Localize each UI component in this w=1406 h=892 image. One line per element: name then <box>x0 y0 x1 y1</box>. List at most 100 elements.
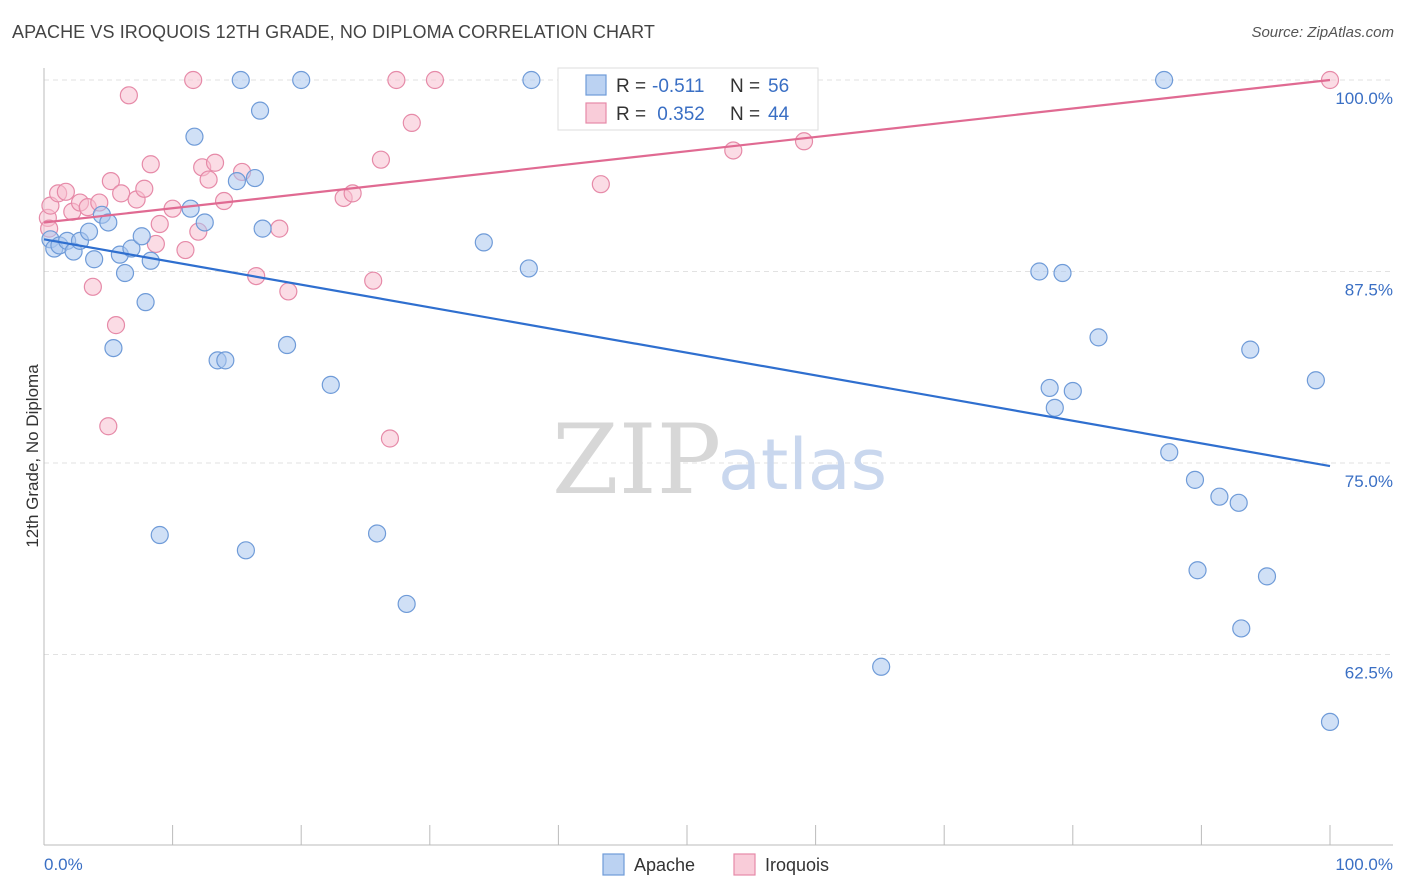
apache-point-13 <box>122 239 141 258</box>
legend-apache-swatch <box>585 74 607 96</box>
y-tick-label-2: 75.0% <box>1345 472 1393 491</box>
apache-point-41 <box>1045 398 1064 417</box>
axes <box>43 68 1393 846</box>
iroquois-point-18 <box>146 234 165 254</box>
y-tick-labels: 100.0% 87.5% 75.0% 62.5% <box>1335 89 1393 683</box>
apache-point-35 <box>519 259 538 278</box>
iroquois-point-14 <box>119 86 138 105</box>
apache-point-53 <box>1257 567 1277 586</box>
chart-title: APACHE VS IROQUOIS 12TH GRADE, NO DIPLOM… <box>12 22 656 42</box>
apache-points <box>41 70 1340 732</box>
apache-point-54 <box>1306 371 1325 390</box>
iroquois-point-37 <box>387 70 406 90</box>
bottom-legend-iroquois-label[interactable]: Iroquois <box>765 855 829 875</box>
legend-iroquois-swatch <box>585 102 607 124</box>
bottom-legend-iroquois-swatch[interactable] <box>733 853 756 876</box>
legend-apache-n-label: N = <box>730 76 760 97</box>
apache-trend-line <box>43 238 1331 468</box>
y-axis-label: 12th Grade, No Diploma <box>23 364 42 548</box>
apache-point-39 <box>1030 262 1049 281</box>
apache-point-47 <box>1185 470 1205 489</box>
apache-point-22 <box>216 351 235 370</box>
apache-point-43 <box>1063 381 1082 401</box>
apache-point-44 <box>1089 328 1108 347</box>
apache-point-33 <box>397 594 416 614</box>
iroquois-point-16 <box>135 179 154 198</box>
y-tick-label-0: 100.0% <box>1335 89 1393 108</box>
apache-point-52 <box>1241 340 1260 359</box>
iroquois-point-12 <box>106 316 126 335</box>
iroquois-point-36 <box>380 429 400 448</box>
apache-point-49 <box>1210 487 1229 506</box>
apache-point-15 <box>136 293 155 312</box>
apache-point-27 <box>250 101 270 120</box>
x-tick-label-left: 0.0% <box>44 855 83 874</box>
iroquois-points <box>38 70 1340 448</box>
y-tick-label-3: 62.5% <box>1345 664 1393 683</box>
apache-point-42 <box>1053 263 1072 283</box>
top-legend: R = -0.511 N = 56 R = 0.352 N = 44 <box>557 67 819 131</box>
iroquois-point-25 <box>199 170 218 189</box>
iroquois-point-8 <box>83 277 102 296</box>
apache-point-32 <box>367 524 387 543</box>
iroquois-point-22 <box>184 70 203 90</box>
iroquois-point-17 <box>141 155 160 174</box>
apache-point-17 <box>150 525 169 545</box>
legend-iroquois-n-label: N = <box>730 104 760 125</box>
iroquois-point-39 <box>425 70 445 90</box>
iroquois-point-40 <box>591 175 610 194</box>
apache-point-55 <box>1320 712 1340 732</box>
apache-point-38 <box>872 657 891 676</box>
apache-point-7 <box>85 250 104 269</box>
watermark-zip: ZIP <box>552 404 721 516</box>
apache-point-25 <box>236 541 256 560</box>
apache-point-24 <box>231 70 250 90</box>
watermark: ZIP atlas <box>552 404 887 516</box>
apache-point-31 <box>321 375 340 394</box>
iroquois-point-30 <box>270 219 289 238</box>
source-label: Source: ZipAtlas.com <box>1251 24 1394 41</box>
iroquois-point-11 <box>101 172 120 191</box>
iroquois-point-19 <box>150 214 169 234</box>
apache-point-45 <box>1155 70 1174 90</box>
bottom-legend: Apache Iroquois <box>602 853 829 876</box>
iroquois-point-35 <box>371 150 391 169</box>
legend-apache-r-value: -0.511 <box>652 76 704 97</box>
iroquois-point-34 <box>364 271 383 290</box>
apache-point-19 <box>185 127 204 146</box>
apache-point-48 <box>1188 561 1207 580</box>
iroquois-point-38 <box>402 113 421 132</box>
apache-point-23 <box>227 172 246 191</box>
apache-point-34 <box>474 233 493 252</box>
apache-point-6 <box>79 222 99 241</box>
iroquois-trend-line <box>43 78 1331 224</box>
legend-apache-n-value: 56 <box>768 76 789 97</box>
apache-point-12 <box>115 263 135 283</box>
iroquois-point-42 <box>794 132 814 151</box>
apache-point-14 <box>132 227 151 246</box>
apache-point-50 <box>1229 493 1248 512</box>
apache-point-30 <box>292 70 311 90</box>
iroquois-point-26 <box>205 153 225 172</box>
apache-point-40 <box>1040 378 1059 398</box>
apache-point-20 <box>195 213 214 232</box>
apache-point-46 <box>1160 443 1179 462</box>
apache-point-36 <box>522 70 541 90</box>
apache-point-26 <box>245 168 265 188</box>
bottom-legend-apache-swatch[interactable] <box>602 853 625 876</box>
apache-point-29 <box>277 335 297 355</box>
iroquois-point-4 <box>56 182 75 201</box>
trend-lines <box>43 78 1331 468</box>
apache-point-10 <box>104 339 123 358</box>
apache-point-16 <box>141 251 160 270</box>
legend-iroquois-r-value: 0.352 <box>652 104 705 125</box>
iroquois-point-13 <box>112 184 131 203</box>
apache-point-28 <box>253 219 272 238</box>
legend-iroquois-r-label: R = <box>616 104 646 125</box>
apache-point-18 <box>181 199 200 218</box>
watermark-atlas: atlas <box>718 424 887 506</box>
x-tick-label-right: 100.0% <box>1335 855 1393 874</box>
x-tick-labels: 0.0% 100.0% <box>44 855 1393 874</box>
bottom-legend-apache-label[interactable]: Apache <box>634 855 695 875</box>
